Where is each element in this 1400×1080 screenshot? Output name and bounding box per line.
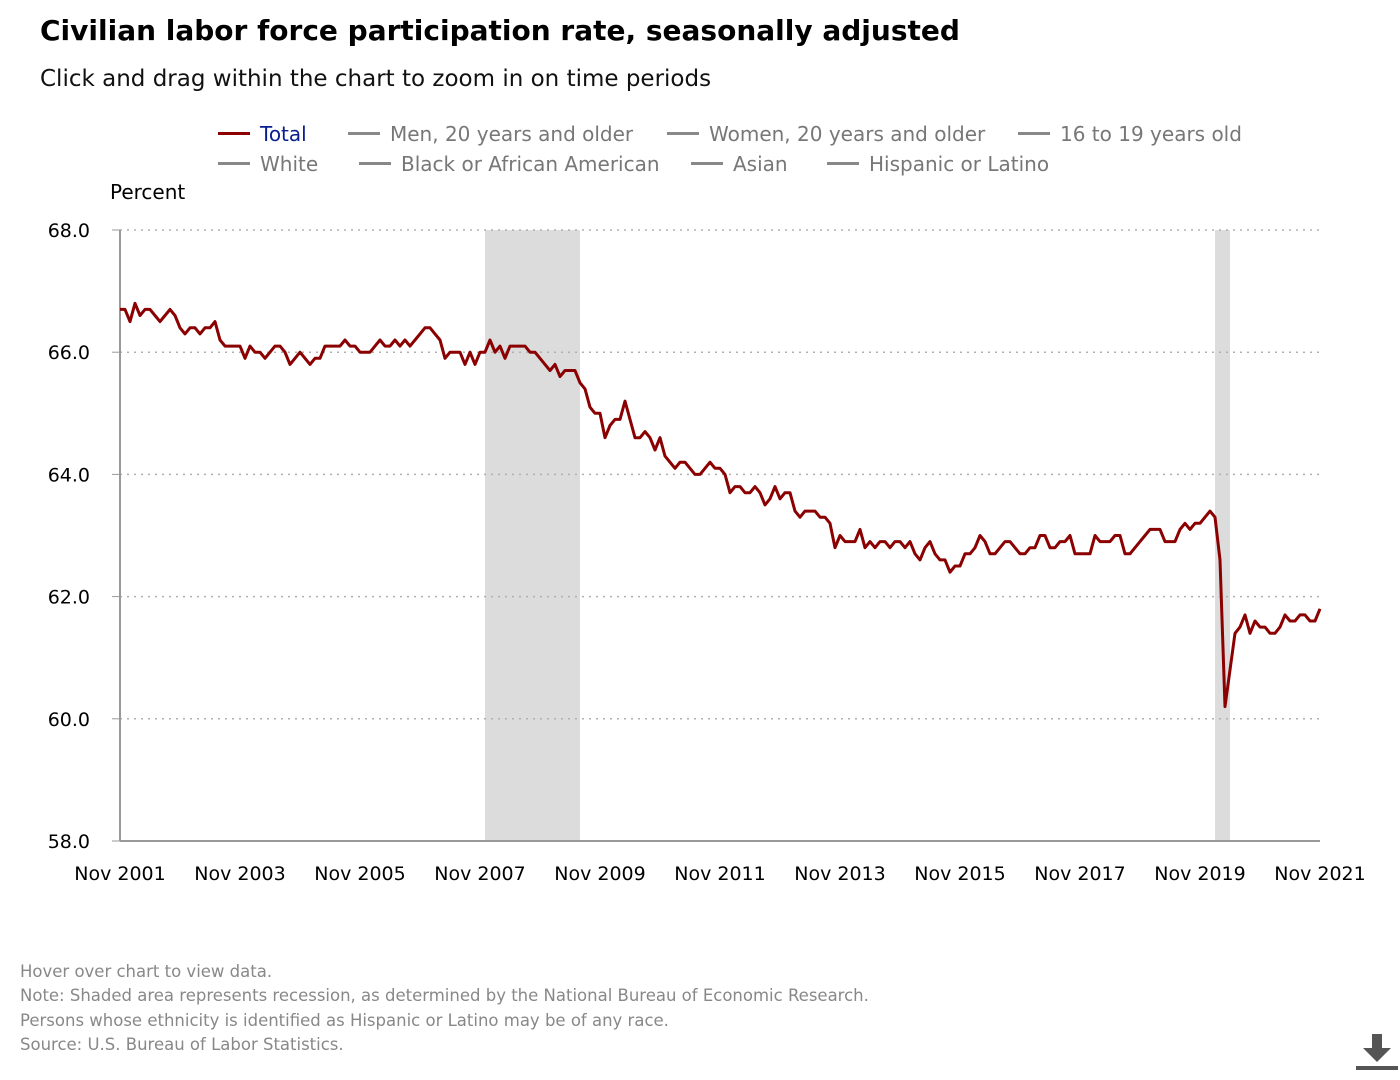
legend-label: Women, 20 years and older	[709, 122, 986, 146]
legend-item-men-20-and-older[interactable]: Men, 20 years and older	[348, 122, 633, 146]
hover-note: Hover over chart to view data.	[20, 962, 273, 981]
x-tick-label: Nov 2007	[434, 863, 525, 885]
legend-item-white[interactable]: White	[218, 152, 318, 176]
legend-item-total[interactable]: Total	[218, 122, 307, 146]
x-tick-label: Nov 2017	[1034, 863, 1125, 885]
series-line-total	[120, 301, 1322, 709]
chart-footer: Hover over chart to view data. Note: Sha…	[20, 960, 869, 1058]
y-axis-label: Percent	[110, 180, 185, 204]
legend-item-black[interactable]: Black or African American	[359, 152, 660, 176]
chart-title: Civilian labor force participation rate,…	[40, 14, 960, 47]
x-tick-label: Nov 2011	[674, 863, 765, 885]
legend-swatch	[827, 162, 859, 165]
legend-swatch	[359, 162, 391, 165]
legend-label: 16 to 19 years old	[1060, 122, 1242, 146]
x-tick-label: Nov 2009	[554, 863, 645, 885]
y-tick-label: 62.0	[48, 587, 90, 609]
x-tick-label: Nov 2015	[914, 863, 1005, 885]
legend-label: White	[260, 152, 319, 176]
chart-subtitle: Click and drag within the chart to zoom …	[40, 66, 712, 92]
legend-swatch	[691, 162, 723, 165]
line-chart[interactable]: 58.0 60.0 62.0 64.0 66.0 68.0 Nov 2001 Nov 2003…	[0, 0, 1400, 900]
y-tick-label: 64.0	[48, 464, 90, 486]
legend-swatch	[1018, 132, 1050, 135]
ethnicity-note: Persons whose ethnicity is identified as…	[20, 1010, 669, 1030]
recession-band	[485, 230, 580, 841]
x-tick-label: Nov 2005	[314, 863, 405, 885]
legend-swatch	[218, 162, 250, 165]
legend-swatch	[667, 132, 699, 135]
gridlines	[120, 229, 1320, 720]
legend-item-women-20-and-older[interactable]: Women, 20 years and older	[667, 122, 985, 146]
legend-label: Men, 20 years and older	[390, 122, 634, 146]
x-tick-label: Nov 2019	[1154, 863, 1245, 885]
legend-item-asian[interactable]: Asian	[691, 152, 788, 176]
legend-label: Black or African American	[401, 152, 660, 176]
y-tick-label: 58.0	[48, 831, 90, 853]
download-button[interactable]	[1352, 1030, 1398, 1074]
legend-swatch	[348, 132, 380, 135]
x-tick-label: Nov 2003	[194, 863, 285, 885]
y-tick-label: 66.0	[48, 342, 90, 364]
legend-item-16-to-19[interactable]: 16 to 19 years old	[1018, 122, 1242, 146]
legend-swatch	[218, 132, 250, 135]
source-note: Source: U.S. Bureau of Labor Statistics.	[20, 1035, 344, 1055]
y-tick-label: 60.0	[48, 709, 90, 731]
x-tick-label: Nov 2021	[1274, 863, 1365, 885]
legend-label: Hispanic or Latino	[869, 152, 1050, 176]
download-arrow-icon	[1356, 1034, 1398, 1070]
x-tick-label: Nov 2013	[794, 863, 885, 885]
legend-label: Asian	[733, 152, 788, 176]
legend-label: Total	[260, 122, 307, 146]
legend-item-hispanic[interactable]: Hispanic or Latino	[827, 152, 1049, 176]
series-layer	[120, 301, 1322, 709]
x-tick-label: Nov 2001	[74, 863, 165, 885]
axes: 58.0 60.0 62.0 64.0 66.0 68.0 Nov 2001 Nov 2003…	[48, 220, 1366, 885]
recession-note: Note: Shaded area represents recession, …	[20, 986, 869, 1006]
y-tick-label: 68.0	[48, 220, 90, 242]
